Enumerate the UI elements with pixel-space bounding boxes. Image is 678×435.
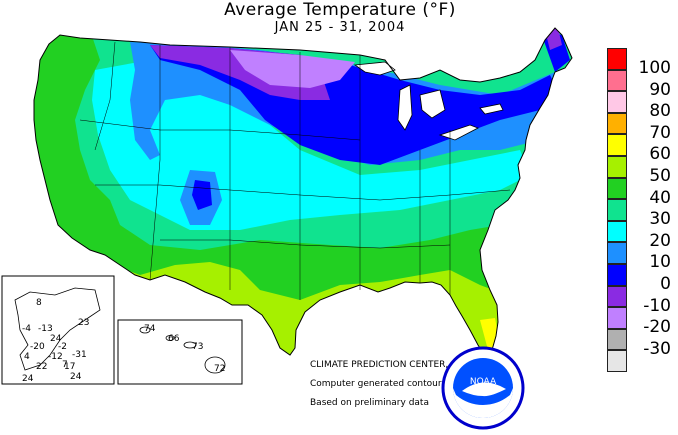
legend-swatch [607,350,677,372]
alaska-inset [1,275,115,385]
legend-color [607,69,627,92]
alaska-value: 24 [22,374,34,384]
legend-color [607,48,627,70]
legend-label: 40 [649,187,671,208]
legend-swatch: 40 [607,177,677,206]
legend-label: 60 [649,144,671,165]
lake-superior [353,61,396,76]
legend-label: 90 [649,79,671,100]
legend-color [607,264,627,286]
great-lakes [353,61,504,141]
legend-color [607,134,627,156]
legend-color [607,242,627,264]
legend-color [607,199,627,221]
legend-swatch: 90 [607,69,677,98]
alaska-value: -31 [72,350,87,360]
legend-swatch: 60 [607,134,677,163]
alaska-value: -20 [30,342,45,352]
credit-line-3: Based on preliminary data [310,398,429,408]
credit-line-2: Computer generated contours [310,379,447,389]
legend-swatch: 50 [607,156,677,185]
noaa-logo-text: NOAA [470,377,497,387]
hawaii-value: 73 [192,342,204,352]
legend-label: 20 [649,230,671,251]
alaska-value: 22 [36,362,48,372]
band-0-maine [540,30,570,72]
hawaii-value: 74 [144,324,156,334]
legend-swatch: 30 [607,199,677,228]
credit-line-1: CLIMATE PREDICTION CENTER, NOAA [310,360,478,370]
alaska-value: 4 [24,352,30,362]
hawaii-inset [117,319,243,385]
alaska-value: -12 [48,352,63,362]
alaska-value: 24 [50,334,62,344]
legend-swatch: -30 [607,328,677,357]
legend-color [607,177,627,200]
alaska-outline [14,287,101,371]
legend-label: 0 [660,274,671,294]
legend-color [607,350,627,372]
legend-swatch: 20 [607,220,677,249]
alaska-value: 8 [36,298,42,308]
alaska-value: -13 [38,324,53,334]
legend-swatch: 70 [607,112,677,141]
noaa-logo: NOAA [441,346,525,430]
alaska-value: -2 [58,342,67,352]
hawaii-value: 72 [214,364,226,374]
lake-michigan [397,84,413,131]
legend-swatch: 0 [607,264,677,293]
credits: CLIMATE PREDICTION CENTER, NOAA Computer… [310,356,477,413]
legend-label: 70 [649,122,671,143]
legend-color [607,328,627,351]
band-minus20 [230,50,355,88]
state-lines [79,41,511,300]
hawaii-value: 66 [168,334,180,344]
legend-swatch: 10 [607,242,677,271]
alaska-value: 24 [70,372,82,382]
legend-label: -10 [643,295,671,316]
legend-swatch: -10 [607,285,677,314]
legend-label: 50 [649,166,671,186]
legend-label: -20 [643,317,671,338]
legend-color [607,307,627,329]
lake-ontario [479,103,504,115]
legend-color [607,285,627,308]
legend-color [607,220,627,243]
legend-swatch: 100 [607,48,677,77]
lake-huron [419,89,446,119]
map-subtitle: JAN 25 - 31, 2004 [274,20,406,35]
alaska-value: -4 [22,324,31,334]
legend-swatch: -20 [607,307,677,336]
legend-color [607,91,627,113]
legend-swatch: 80 [607,91,677,120]
legend-label: 10 [649,252,671,273]
legend-color [607,156,627,178]
alaska-value: 23 [78,318,90,328]
alaska-value: 17 [64,362,76,372]
map-title: Average Temperature (°F) [224,0,456,20]
legend-label: 100 [638,58,671,78]
hawaii-islands [139,326,226,374]
legend-label: 80 [649,101,671,122]
legend-color [607,112,627,135]
legend-label: 30 [649,209,671,230]
alaska-value: 7 [62,360,68,370]
legend-label: -30 [643,338,671,359]
